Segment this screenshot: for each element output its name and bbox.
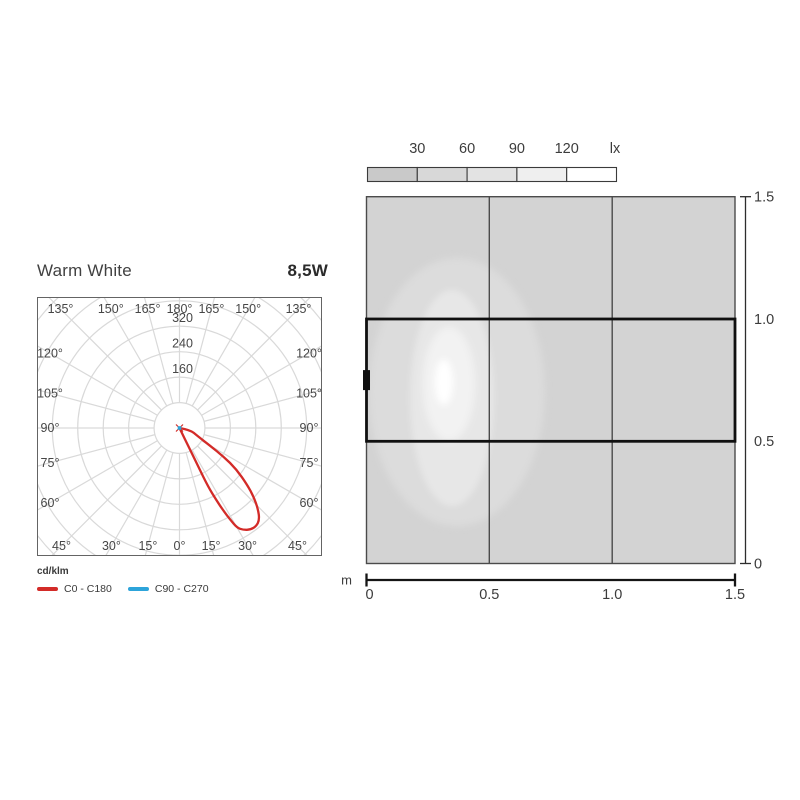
wattage-value: 8,5W <box>287 261 328 280</box>
lux-scale-segment <box>466 166 518 183</box>
polar-grid-spoke <box>48 298 163 411</box>
y-axis-tick-label: 1.0 <box>754 312 774 328</box>
lux-scale-label: 60 <box>459 141 475 157</box>
x-axis-tick-label: 1.0 <box>602 587 622 603</box>
polar-angle-label: 135° <box>48 302 74 316</box>
polar-angle-label: 120° <box>296 346 322 360</box>
polar-angle-label: 45° <box>52 539 71 553</box>
polar-angle-label: 75° <box>41 456 60 470</box>
polar-grid-spoke <box>196 298 311 411</box>
polar-angle-label: 120° <box>37 346 63 360</box>
polar-angle-label: 105° <box>296 387 322 401</box>
x-axis-tick-label: 0 <box>365 587 373 603</box>
polar-angle-label: 90° <box>300 421 319 435</box>
legend-item-c90-c270: C90 - C270 <box>127 583 209 595</box>
polar-angle-label: 15° <box>138 539 157 553</box>
y-axis-tick-label: 0.5 <box>754 434 774 450</box>
polar-grid <box>38 298 321 555</box>
c90-c270-label: C90 - C270 <box>154 583 209 595</box>
polar-grid-spoke <box>200 439 321 511</box>
polar-angle-label: 150° <box>98 302 124 316</box>
polar-angle-label: 60° <box>300 496 319 510</box>
lux-scale-label: 120 <box>555 141 579 157</box>
lux-scale-segment <box>366 166 418 183</box>
y-axis-tick-label: 1.5 <box>754 190 774 206</box>
polar-chart-border <box>37 297 322 556</box>
polar-grid-spoke <box>144 451 174 555</box>
polar-angle-label: 15° <box>202 539 221 553</box>
c90-c270-swatch <box>127 586 149 592</box>
polar-grid-spoke <box>144 298 174 405</box>
polar-angle-label: 45° <box>288 539 307 553</box>
polar-chart-header: Warm White 8,5W <box>37 261 328 281</box>
polar-grid-spoke <box>191 298 256 407</box>
legend-item-c0-c180: C0 - C180 <box>37 583 112 595</box>
polar-grid-spoke <box>38 433 156 467</box>
c0-c180-curve <box>178 426 261 531</box>
polar-grid-spoke <box>185 298 215 405</box>
illuminance-cone-diagram: 30 60 90 120 lx 1.5 1.0 0.5 0 0 0.5 1.0 1.5 m <box>341 141 774 603</box>
polar-angle-label: 90° <box>41 421 60 435</box>
polar-angle-label: 105° <box>37 387 63 401</box>
polar-radial-label: 240 <box>172 337 193 351</box>
meter-unit-label: m <box>341 573 352 588</box>
y-axis-tick-label: 0 <box>754 556 762 572</box>
polar-grid-spoke <box>38 389 156 423</box>
c90-c270-marker <box>177 426 182 430</box>
polar-unit-label: cd/klm <box>37 566 69 577</box>
lux-scale-segment <box>566 166 618 183</box>
polar-angle-label: 0° <box>174 539 186 553</box>
polar-angle-label: 165° <box>198 302 224 316</box>
x-axis <box>365 573 737 587</box>
polar-grid-spoke <box>196 445 308 555</box>
polar-angle-label: 60° <box>41 496 60 510</box>
polar-angle-label: 135° <box>286 302 312 316</box>
polar-radial-label: 160 <box>172 362 193 376</box>
polar-grid-spoke <box>200 345 321 417</box>
polar-angle-label: 75° <box>300 456 319 470</box>
x-axis-tick-label: 1.5 <box>725 587 745 603</box>
polar-grid-spoke <box>103 298 168 407</box>
lux-scale-segment <box>416 166 468 183</box>
polar-radial-label: 320 <box>172 311 193 325</box>
polar-grid-spoke <box>203 433 321 467</box>
lux-unit-label: lx <box>610 141 621 157</box>
polar-angle-label: 150° <box>235 302 261 316</box>
x-axis-tick-label: 0.5 <box>479 587 499 603</box>
illuminance-ring-120lx <box>434 359 453 406</box>
polar-angle-label: 30° <box>102 539 121 553</box>
lux-scale-label: 90 <box>509 141 525 157</box>
contour-group <box>369 258 545 527</box>
polar-grid-spoke <box>203 389 321 423</box>
c0-c180-label: C0 - C180 <box>64 583 112 595</box>
polar-legend: C0 - C180 C90 - C270 <box>37 583 209 595</box>
luminaire-marker <box>363 370 370 391</box>
lux-scale-label: 30 <box>409 141 425 157</box>
lux-scale-segment <box>516 166 568 183</box>
polar-angle-label: 30° <box>238 539 257 553</box>
polar-angle-label: 165° <box>135 302 161 316</box>
polar-grid-spoke <box>51 445 163 555</box>
polar-grid-spoke <box>105 449 168 555</box>
polar-grid-spoke <box>38 439 159 511</box>
polar-intensity-chart: 0° 15° 30° 45° 60° 75° 90° 105° 120° 135° 150° 165°… <box>37 297 322 556</box>
y-axis <box>740 196 751 565</box>
polar-grid-spoke <box>185 451 215 555</box>
c0-c180-swatch <box>37 586 58 592</box>
polar-angle-label: 180° <box>167 302 193 316</box>
color-temperature-title: Warm White <box>37 261 132 280</box>
polar-grid-spoke <box>38 345 159 417</box>
